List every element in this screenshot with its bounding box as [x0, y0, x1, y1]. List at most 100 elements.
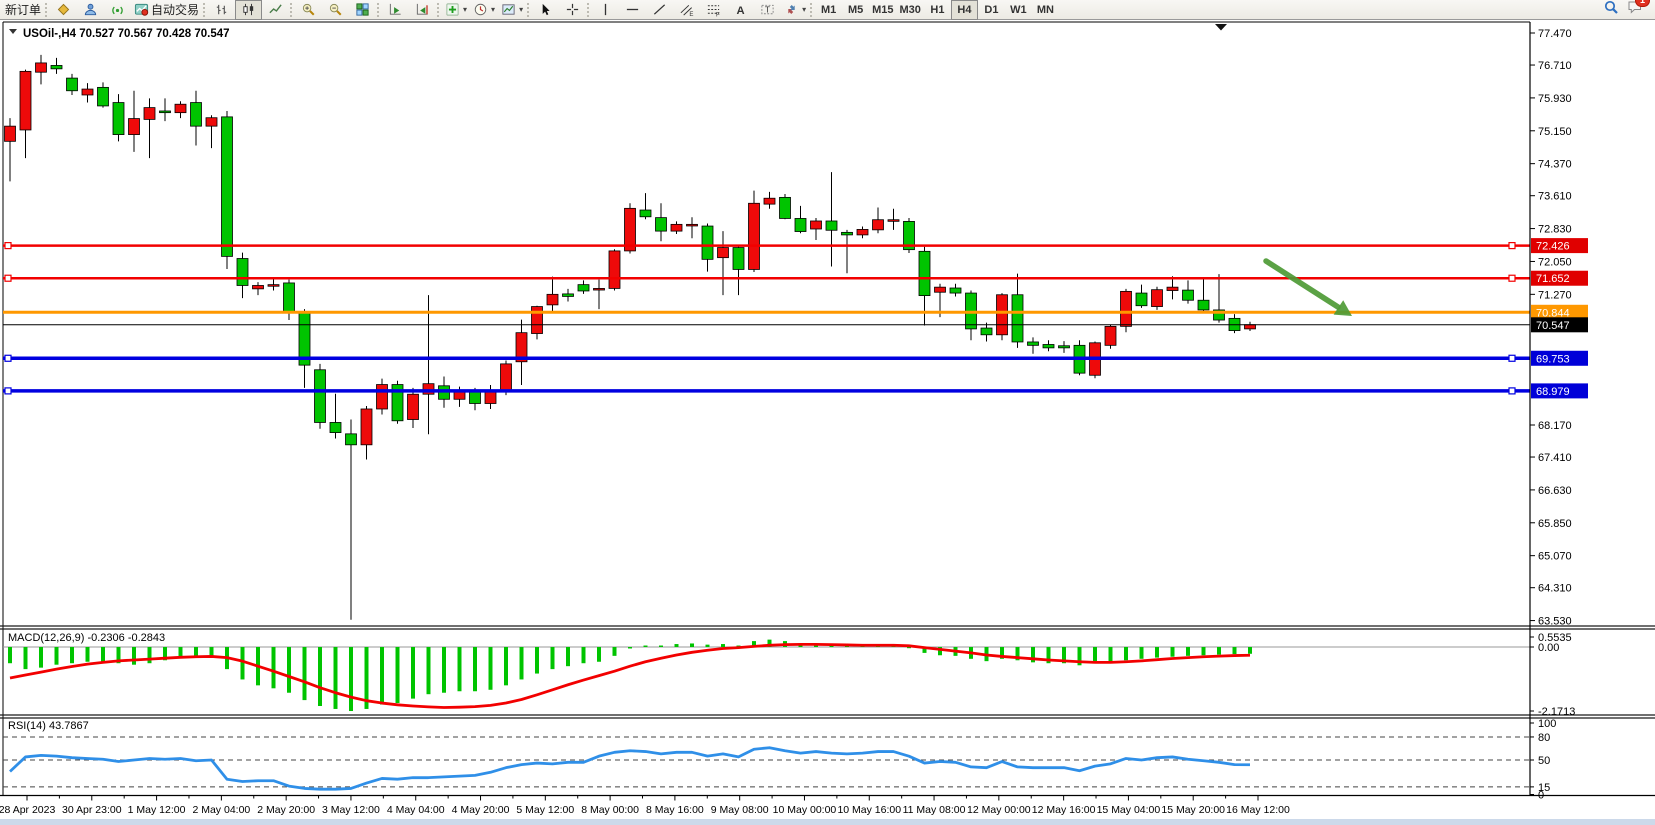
price-tick-label: 77.470	[1538, 28, 1572, 40]
macd-bar	[1232, 647, 1237, 655]
candle-body	[1213, 309, 1225, 321]
chart-shift-button[interactable]	[409, 0, 436, 20]
candle-body	[1120, 290, 1132, 327]
line-handle-right[interactable]	[1508, 354, 1516, 362]
horizontal-line-object-69.753[interactable]	[3, 354, 1530, 362]
timeframe-h4-button[interactable]: H4	[950, 0, 978, 20]
tile-windows-button[interactable]	[349, 0, 376, 20]
price-tick-label: 63.530	[1538, 616, 1572, 628]
price-tick-label: 72.830	[1538, 224, 1572, 236]
bar-chart-button[interactable]	[208, 0, 235, 20]
price-tag-72.426-bg	[1531, 238, 1588, 254]
text-button[interactable]: A	[727, 0, 754, 20]
line-handle-left[interactable]	[4, 242, 12, 250]
line-handle-right[interactable]	[1508, 242, 1516, 250]
line-handle-left[interactable]	[4, 387, 12, 395]
timeframe-w1-button[interactable]: W1	[1005, 0, 1032, 20]
auto-scroll-icon	[389, 3, 401, 15]
zoom-in-button[interactable]	[295, 0, 322, 20]
chart-background[interactable]	[0, 20, 1655, 825]
chat-button[interactable]: 1	[1627, 0, 1650, 20]
signal-button[interactable]	[104, 0, 131, 20]
macd-bar	[39, 647, 43, 668]
candle-body	[1042, 344, 1055, 349]
candle-body	[1151, 289, 1163, 307]
macd-bar	[597, 647, 601, 662]
macd-bar	[767, 639, 772, 647]
timeframe-d1-button[interactable]: D1	[978, 0, 1005, 20]
chart-canvas[interactable]: 77.470 76.710 75.930 75.150 74.370 73.610 72.8…	[0, 20, 1655, 825]
candle-body	[267, 284, 280, 287]
macd-bar	[209, 647, 214, 656]
macd-bar	[674, 644, 679, 647]
indicators-button[interactable]: ▾	[442, 0, 470, 20]
crosshair-button[interactable]	[559, 0, 586, 20]
rsi-tick-label: 100	[1538, 718, 1556, 730]
search-button[interactable]	[1603, 0, 1619, 20]
horizontal-line-object-72.426[interactable]	[3, 242, 1530, 250]
timeframe-mn-button[interactable]: MN	[1032, 0, 1059, 20]
market-watch-button[interactable]	[50, 0, 77, 20]
vertical-line-button[interactable]	[592, 0, 619, 20]
arrow-object[interactable]	[1263, 258, 1352, 316]
templates-button[interactable]: ▾	[498, 0, 526, 20]
fibonacci-button[interactable]: F	[700, 0, 727, 20]
arrow-head-icon	[1333, 300, 1352, 316]
horizontal-line-button[interactable]	[619, 0, 646, 20]
svg-text:A: A	[737, 5, 745, 17]
candle-body	[1058, 345, 1070, 349]
arrows-button[interactable]: ▾	[781, 0, 809, 20]
arrow-shaft[interactable]	[1263, 258, 1341, 310]
timeframe-m30-button[interactable]: M30	[897, 0, 924, 20]
line-handle-right[interactable]	[1508, 387, 1516, 395]
macd-bar	[240, 647, 245, 680]
candle-chart-button[interactable]	[235, 0, 263, 20]
macd-bar	[1217, 647, 1221, 655]
symbol-expander-icon[interactable]	[9, 29, 17, 34]
macd-bar	[1170, 647, 1175, 657]
timeframe-h1-button-label: H1	[930, 3, 945, 16]
candle-body	[1182, 289, 1194, 301]
macd-bar	[581, 647, 586, 664]
candle-body	[872, 219, 884, 231]
timeframe-m15-button[interactable]: M15	[869, 0, 896, 20]
chart-title: USOil-,H4 70.527 70.567 70.428 70.547	[9, 28, 230, 40]
line-handle-left[interactable]	[4, 354, 12, 362]
trendline-button[interactable]	[646, 0, 673, 20]
timeframe-m5-button[interactable]: M5	[842, 0, 869, 20]
macd-bar	[116, 647, 121, 664]
chart-shift-marker[interactable]	[1215, 24, 1227, 31]
candle-body	[469, 390, 481, 404]
horizontal-line-object-71.652[interactable]	[3, 274, 1530, 282]
line-chart-button[interactable]	[262, 0, 289, 20]
macd-bar	[380, 647, 384, 705]
candle-body	[283, 282, 295, 313]
macd-bar	[178, 647, 183, 658]
macd-bar	[132, 647, 136, 665]
macd-bar	[628, 647, 632, 649]
cursor-button[interactable]	[532, 0, 559, 20]
periods-button[interactable]: ▾	[470, 0, 498, 20]
macd-bar	[411, 647, 415, 699]
timeframe-m1-button[interactable]: M1	[815, 0, 842, 20]
auto-scroll-button[interactable]	[382, 0, 409, 20]
macd-bar	[442, 647, 446, 693]
autotrading-button[interactable]: 自动交易	[131, 0, 202, 20]
macd-bar	[333, 647, 338, 709]
equidistant-channel-button[interactable]: E	[673, 0, 700, 20]
current-price-tag-text: 70.547	[1536, 320, 1570, 332]
new-order-button[interactable]: 新订单	[2, 0, 44, 20]
horizontal-line-object-68.979[interactable]	[3, 387, 1530, 395]
timeframe-h1-button[interactable]: H1	[924, 0, 951, 20]
time-tick-label: 28 Apr 2023	[0, 804, 55, 816]
price-tick-label: 74.370	[1538, 159, 1572, 171]
line-handle-left[interactable]	[4, 274, 12, 282]
macd-bar	[194, 647, 198, 658]
text-label-button[interactable]: T	[754, 0, 781, 20]
line-handle-right[interactable]	[1508, 274, 1516, 282]
zoom-out-button[interactable]	[322, 0, 349, 20]
candle-body	[1166, 286, 1179, 291]
profile-button[interactable]	[77, 0, 104, 20]
price-tag-72.426-text: 72.426	[1536, 241, 1570, 253]
candle-body	[205, 117, 218, 127]
